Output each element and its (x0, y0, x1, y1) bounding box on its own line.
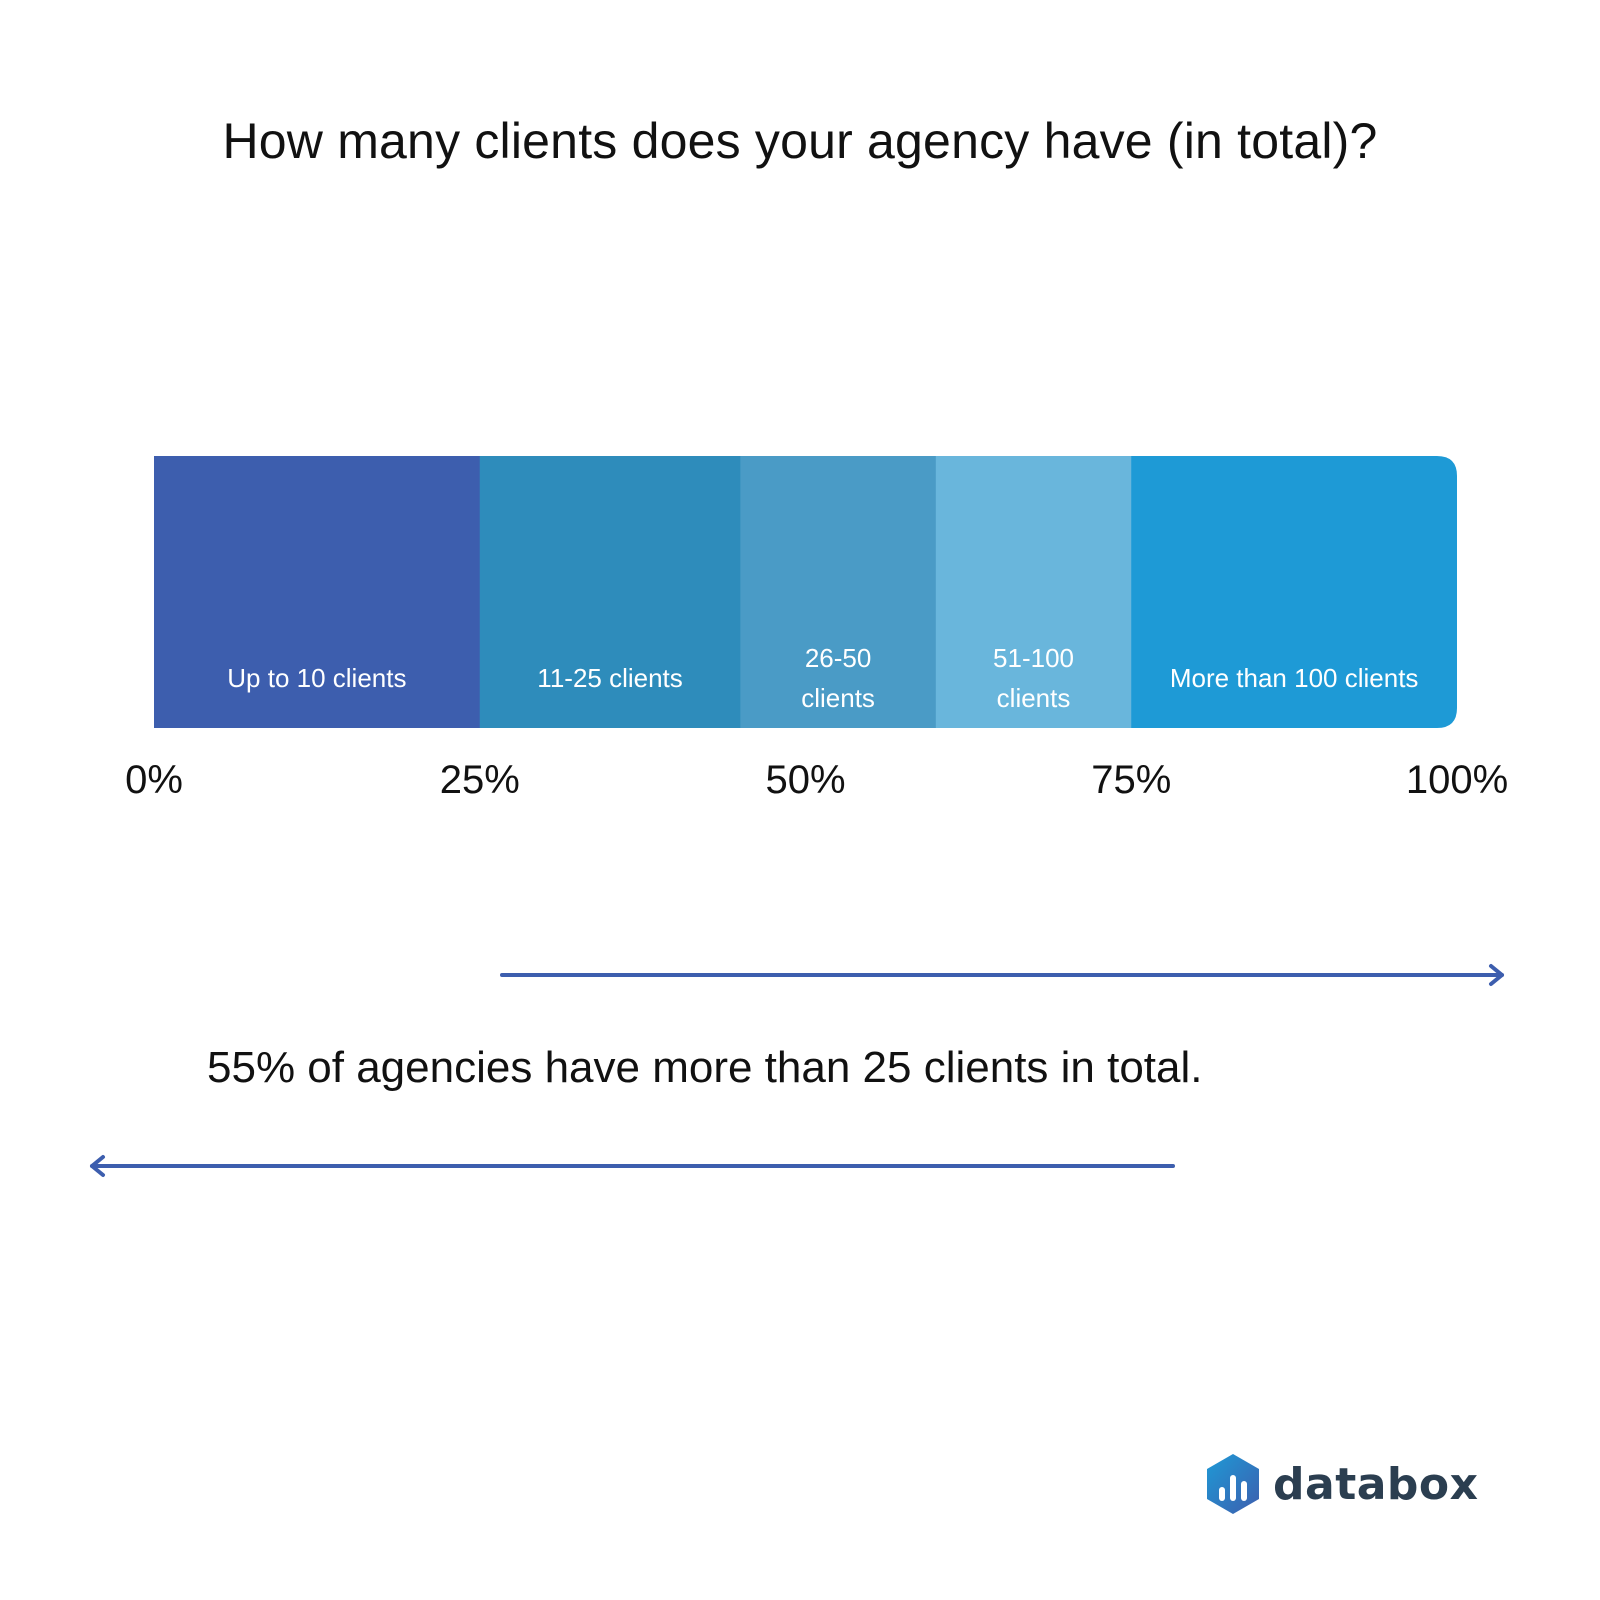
bar-segment (479, 456, 741, 728)
bar-segment (1131, 456, 1457, 728)
databox-logo: databox (1205, 1448, 1479, 1520)
right-arrowhead-icon (1489, 964, 1504, 986)
segment-label: 26-50 clients (801, 643, 875, 713)
x-tick-label: 25% (440, 758, 520, 802)
bar-segment (935, 456, 1132, 728)
x-tick-label: 0% (125, 758, 183, 802)
bar-segment (154, 456, 481, 728)
left-arrowhead-icon (90, 1155, 105, 1177)
chart-title: How many clients does your agency have (… (222, 113, 1378, 169)
segment-label: 11-25 clients (537, 663, 683, 693)
annotation-arrows (90, 964, 1504, 1177)
segment-label: Up to 10 clients (227, 663, 406, 693)
bar-segment (740, 456, 937, 728)
x-tick-label: 50% (765, 758, 845, 802)
bar-segments (154, 456, 1457, 728)
segment-labels: Up to 10 clients 11-25 clients 26-50 client… (227, 643, 1418, 713)
annotation-text: 55% of agencies have more than 25 client… (207, 1043, 1203, 1092)
databox-logo-icon (1207, 1454, 1259, 1514)
segment-label: More than 100 clients (1170, 663, 1419, 693)
segment-label: 51-100 clients (993, 643, 1074, 713)
x-tick-label: 75% (1091, 758, 1171, 802)
axis-tick-labels: 0% 25% 50% 75% 100% (125, 758, 1508, 802)
x-tick-label: 100% (1406, 758, 1508, 802)
logo-wordmark: databox (1273, 1458, 1479, 1510)
